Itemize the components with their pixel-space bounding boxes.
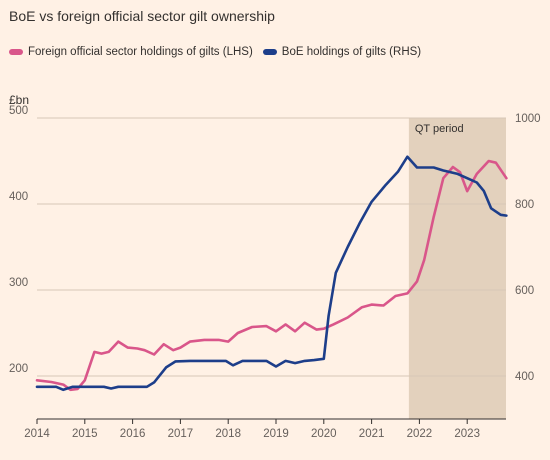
y-left-tick-300: 300 (9, 277, 28, 289)
y-right-tick-1000: 1000 (515, 113, 541, 125)
y-axis-label: £bn (9, 93, 29, 107)
series-line-foreign (35, 159, 508, 392)
grid (36, 117, 506, 424)
x-tick-2019: 2019 (263, 428, 289, 440)
x-tick-2016: 2016 (120, 428, 146, 440)
x-tick-2017: 2017 (168, 428, 194, 440)
y-right-tick-600: 600 (515, 285, 534, 297)
chart-title: BoE vs foreign official sector gilt owne… (9, 8, 275, 24)
series-line-boe (35, 155, 508, 392)
axis-labels: 200 300 400 500 400 600 800 1000 2014 2015 2016 201… (9, 105, 541, 440)
x-tick-2015: 2015 (72, 428, 98, 440)
y-right-tick-400: 400 (515, 371, 534, 383)
x-tick-2014: 2014 (24, 428, 50, 440)
legend-label-foreign: Foreign official sector holdings of gilt… (28, 46, 253, 58)
x-tick-2018: 2018 (215, 428, 241, 440)
x-tick-2021: 2021 (359, 428, 385, 440)
qt-period-shading (408, 118, 506, 419)
x-tick-2022: 2022 (407, 428, 433, 440)
y-left-tick-400: 400 (9, 191, 28, 203)
legend-item-boe: BoE holdings of gilts (RHS) (262, 46, 422, 58)
y-left-tick-500: 500 (9, 105, 28, 117)
qt-period-annotation: QT period (415, 123, 464, 135)
y-left-tick-200: 200 (9, 363, 28, 375)
legend-label-boe: BoE holdings of gilts (RHS) (281, 46, 422, 58)
x-tick-2020: 2020 (311, 428, 337, 440)
legend-swatch-foreign (9, 49, 23, 55)
legend-item-foreign: Foreign official sector holdings of gilt… (9, 46, 253, 58)
legend: Foreign official sector holdings of gilt… (9, 46, 431, 58)
series-lines (35, 155, 508, 392)
legend-swatch-boe (262, 49, 277, 55)
y-right-tick-800: 800 (515, 199, 534, 211)
x-tick-2023: 2023 (454, 428, 480, 440)
